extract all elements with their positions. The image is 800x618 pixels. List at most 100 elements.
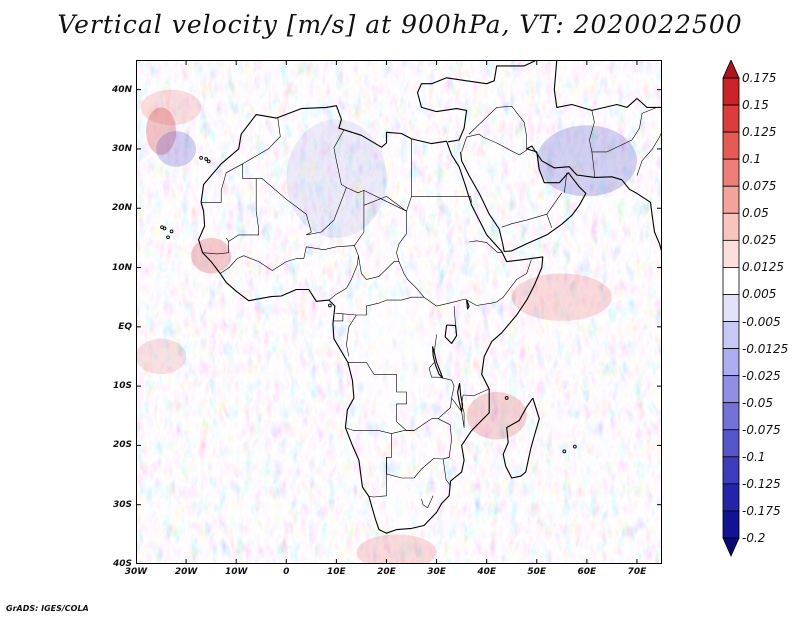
- country-border: [468, 105, 528, 151]
- lon-tick-label: 30W: [124, 567, 148, 577]
- colorbar-swatch: [722, 402, 740, 431]
- lat-tick-label: 30S: [112, 499, 132, 510]
- country-border: [335, 312, 357, 316]
- colorbar-level-label: -0.0125: [742, 341, 789, 356]
- colorbar-level-label: 0.075: [742, 179, 777, 194]
- africa-coastline: [198, 105, 544, 534]
- colorbar-swatch: [722, 294, 740, 322]
- map-overlays: [136, 60, 662, 564]
- country-border: [546, 214, 553, 228]
- axis-ticks: [136, 60, 662, 564]
- colorbar-level-label: 0.05: [742, 206, 769, 221]
- lake-outline: [466, 299, 470, 310]
- country-border: [421, 495, 434, 509]
- lat-tick-label: 20N: [111, 203, 132, 214]
- field-anomaly: [156, 131, 197, 167]
- lat-tick-label: 20S: [112, 440, 132, 451]
- velocity-field: [136, 60, 662, 564]
- lat-tick-label: 10N: [111, 262, 132, 273]
- country-border: [220, 255, 304, 274]
- map-title: Vertical velocity [m/s] at 900hPa, VT: 2…: [57, 10, 743, 39]
- colorbar-level-label: -0.05: [742, 395, 774, 410]
- country-border: [363, 190, 532, 307]
- mediterranean-coast: [416, 60, 662, 143]
- field-anomaly: [286, 119, 387, 238]
- madagascar-coastline: [502, 397, 540, 479]
- island: [562, 449, 567, 454]
- colorbar-level-label: 0.15: [742, 98, 769, 113]
- field-anomaly: [466, 392, 527, 440]
- lat-tick-label: 10S: [112, 381, 132, 392]
- country-border: [463, 388, 489, 396]
- field-anomaly: [371, 480, 452, 529]
- colorbar-level-label: -0.175: [742, 503, 781, 518]
- colorbar-swatch: [722, 59, 740, 79]
- colorbar-swatches: [722, 59, 740, 557]
- colorbar-level-label: -0.1: [742, 449, 766, 464]
- lon-tick-label: 0: [283, 567, 290, 577]
- country-border: [589, 110, 596, 178]
- country-border: [470, 196, 472, 203]
- colorbar-level-label: 0.0125: [742, 260, 784, 275]
- map-panel: [136, 60, 662, 564]
- colorbar-level-label: 0.175: [742, 71, 777, 85]
- lon-tick-label: 50E: [527, 567, 547, 577]
- arabian-coastline: [460, 145, 662, 253]
- country-border: [469, 240, 502, 253]
- lat-tick-label: 40N: [111, 84, 132, 95]
- colorbar-level-label: -0.005: [742, 314, 781, 329]
- field-anomaly: [356, 534, 437, 564]
- lon-tick-label: 20W: [174, 567, 198, 577]
- lat-tick-label: EQ: [118, 321, 132, 332]
- colorbar-swatch: [722, 483, 740, 512]
- island: [204, 157, 208, 161]
- country-border: [201, 118, 281, 203]
- colorbar-level-label: 0.025: [742, 233, 777, 248]
- lon-tick-label: 40E: [477, 567, 496, 577]
- colorbar-swatch: [722, 537, 740, 557]
- country-border: [346, 296, 424, 357]
- colorbar-swatch: [722, 77, 740, 106]
- colorbar-swatch: [722, 429, 740, 458]
- country-border: [363, 196, 407, 212]
- island: [199, 155, 203, 160]
- lat-tick-label: 30N: [111, 143, 132, 154]
- island: [206, 159, 211, 164]
- lon-tick-label: 10E: [327, 567, 346, 577]
- island: [169, 229, 174, 234]
- field-anomaly: [536, 125, 637, 197]
- colorbar-swatch: [722, 131, 740, 160]
- country-border: [636, 131, 662, 176]
- lon-tick-label: 60E: [577, 567, 597, 577]
- colorbar-swatch: [722, 267, 740, 295]
- colorbar-swatch: [722, 239, 740, 268]
- lon-tick-label: 10W: [224, 567, 248, 577]
- colorbar-level-label: -0.125: [742, 476, 781, 491]
- colorbar-level-label: 0.1: [742, 152, 762, 167]
- field-anomaly: [141, 89, 202, 126]
- velocity-field-map: [136, 60, 662, 564]
- colorbar-swatch: [722, 375, 740, 404]
- colorbar-level-label: -0.025: [742, 368, 781, 383]
- colorbar-swatch: [722, 510, 740, 539]
- map-frame: [136, 60, 662, 564]
- country-border: [451, 394, 465, 428]
- country-border: [442, 457, 451, 486]
- colorbar-swatch: [722, 212, 740, 241]
- field-anomaly: [356, 297, 437, 416]
- country-border: [202, 241, 229, 255]
- credit-text: GrADS: IGES/COLA: [6, 604, 89, 613]
- lon-tick-label: 70E: [627, 567, 647, 577]
- field-anomaly: [511, 273, 612, 321]
- country-border: [333, 129, 347, 188]
- lon-tick-label: 30E: [427, 567, 446, 577]
- country-border: [306, 187, 365, 246]
- colorbar-level-label: -0.2: [742, 531, 766, 545]
- colorbar-level-label: -0.075: [742, 422, 781, 437]
- country-border: [453, 306, 457, 333]
- field-anomaly: [191, 237, 232, 274]
- country-border: [386, 418, 452, 479]
- island: [572, 444, 577, 449]
- colorbar-swatch: [722, 158, 740, 187]
- lake-outline: [444, 324, 458, 344]
